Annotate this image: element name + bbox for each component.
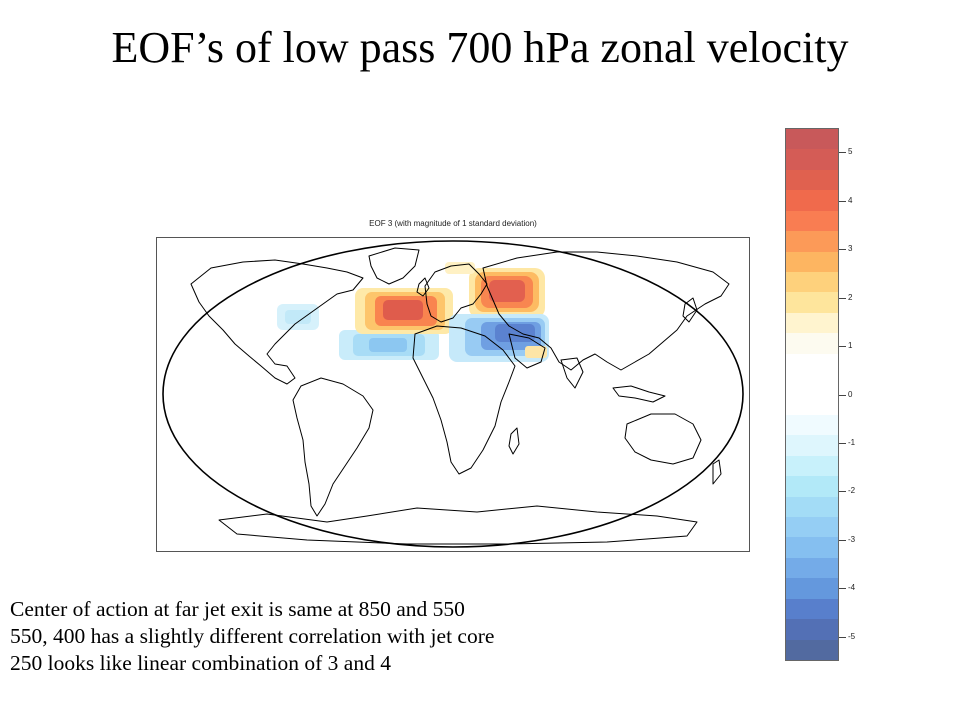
colorbar-segment [786,210,838,232]
coastlines [190,247,730,545]
colorbar-segment [786,292,838,313]
slide-title: EOF’s of low pass 700 hPa zonal velocity [111,23,849,72]
anomaly-mediterranean-core [495,324,535,342]
coastline-australia [624,413,702,465]
eof-map-panel [156,237,750,552]
colorbar-segment [786,190,838,211]
coastline-asia [482,251,730,371]
coastline-indonesia [612,385,666,403]
anomaly-field [277,262,549,362]
note-line-3: 250 looks like linear combination of 3 a… [10,651,391,675]
colorbar-tick [839,443,846,444]
colorbar-segment [786,251,838,272]
map-caption: EOF 3 (with magnitude of 1 standard devi… [369,219,537,228]
colorbar-tick-label: 4 [848,196,853,205]
coastline-africa [412,325,516,475]
coastline-new-zealand [712,459,722,485]
coastline-arabia [508,333,546,369]
colorbar-segment [786,455,838,477]
anomaly-scandinavia-positive [445,262,475,274]
colorbar-segment [786,517,838,538]
colorbar-tick-label: 2 [848,293,853,302]
colorbar-tick [839,540,846,541]
colorbar-tick [839,298,846,299]
colorbar-segment [786,374,838,395]
colorbar-segment [786,496,838,518]
colorbar-segment [786,394,838,415]
coastline-britain [416,277,430,297]
world-map [162,240,744,548]
colorbar-tick-label: -4 [848,583,856,592]
note-line-1: Center of action at far jet exit is same… [10,597,465,621]
colorbar-segment [786,578,838,599]
colorbar-tick-label: 0 [848,390,853,399]
note-line-2: 550, 400 has a slightly different correl… [10,624,495,648]
anomaly-eastern-europe-core [489,280,525,302]
anomaly-subtropical-atlantic-core [369,338,407,352]
colorbar-segment [786,149,838,170]
colorbar-segment [786,639,838,660]
colorbar-tick-label: 5 [848,147,853,156]
colorbar-tick-label: -3 [848,535,856,544]
colorbar-segment [786,435,838,456]
colorbar-tick [839,637,846,638]
colorbar-segment [786,619,838,640]
colorbar-tick [839,346,846,347]
notes: Center of action at far jet exit is same… [10,596,780,677]
colorbar-segment [786,557,838,579]
globe-outline [162,240,744,548]
colorbar-segment [786,312,838,334]
coastline-madagascar [508,427,520,455]
colorbar-tick-label: -2 [848,486,856,495]
coastline-japan [682,297,698,323]
colorbar-tick-label: -5 [848,632,856,641]
colorbar-tick-label: 1 [848,341,853,350]
colorbar-segment [786,476,838,497]
colorbar-tick [839,201,846,202]
anomaly-western-atlantic-negative-core [285,310,311,324]
colorbar-segment [786,598,838,620]
colorbar-segment [786,169,838,191]
coastline-antarctica [218,505,698,545]
colorbar-tick [839,152,846,153]
anomaly-arabia-positive [525,346,547,358]
coastline-north-america [190,259,364,385]
colorbar-segment [786,333,838,354]
colorbar-segment [786,231,838,252]
coastline-india [560,357,584,389]
colorbar-segment [786,129,838,150]
coastline-greenland [368,247,420,285]
colorbar-tick [839,395,846,396]
colorbar-tick [839,491,846,492]
colorbar-segment [786,353,838,375]
coastline-europe [424,263,488,323]
colorbar-tick [839,588,846,589]
colorbar-segment [786,271,838,293]
colorbar-tick-label: 3 [848,244,853,253]
colorbar-tick [839,249,846,250]
coastline-south-america [292,377,374,517]
anomaly-north-atlantic-core [383,300,423,320]
colorbar-segment [786,537,838,558]
colorbar-tick-label: -1 [848,438,856,447]
colorbar-segment [786,414,838,436]
colorbar [785,128,839,661]
